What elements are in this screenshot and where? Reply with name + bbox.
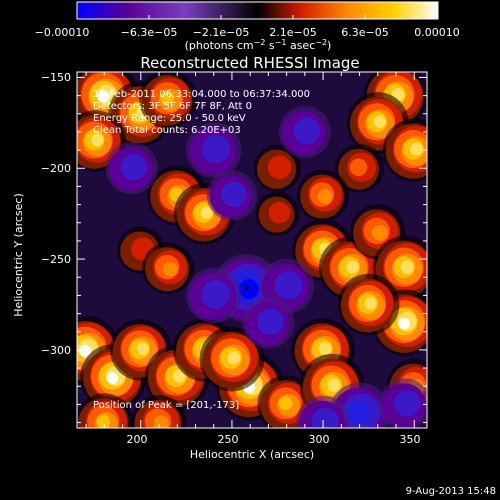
timestamp: 9-Aug-2013 15:48 bbox=[406, 486, 496, 497]
chart-title: Reconstructed RHESSI Image bbox=[140, 54, 359, 72]
emission-blob bbox=[131, 394, 187, 428]
y-tick-label: −250 bbox=[41, 253, 71, 266]
annotation-time-range: 15-Feb-2011 06:33:04.000 to 06:37:34.000 bbox=[93, 89, 310, 100]
y-axis-label: Heliocentric Y (arcsec) bbox=[12, 193, 25, 317]
y-tick-label: −300 bbox=[41, 344, 71, 357]
emission-blob bbox=[253, 144, 302, 192]
emission-blob bbox=[382, 118, 427, 182]
peak-position-label: Position of Peak = [201,-173] bbox=[93, 400, 239, 411]
negative-blob bbox=[105, 142, 158, 195]
emission-blob bbox=[372, 235, 427, 301]
colorbar-tick-label: 0.00010 bbox=[414, 26, 460, 39]
colorbar-units: (photons cm−2 s−1 asec−2) bbox=[185, 38, 332, 52]
negative-blob bbox=[278, 105, 331, 158]
colorbar-tick-label: −0.00010 bbox=[35, 26, 90, 39]
negative-blob bbox=[296, 395, 350, 428]
colorbar-tick-label: −6.3e−05 bbox=[121, 26, 178, 39]
emission-blob bbox=[337, 273, 400, 336]
negative-blob bbox=[186, 122, 242, 178]
colorbar-tick-label: 6.3e−05 bbox=[341, 26, 388, 39]
y-tick-label: −200 bbox=[41, 162, 71, 175]
x-tick-label: 250 bbox=[218, 433, 239, 446]
axis-ticks bbox=[77, 72, 427, 428]
negative-blob bbox=[242, 296, 295, 349]
colorbar-tick-label: −2.1e−05 bbox=[193, 26, 250, 39]
x-tick-label: 350 bbox=[400, 433, 421, 446]
emission-blob bbox=[297, 169, 350, 222]
peak-marker bbox=[244, 286, 249, 291]
y-tick-label: −150 bbox=[41, 71, 71, 84]
plot-frame bbox=[76, 71, 428, 429]
negative-blob bbox=[379, 378, 427, 428]
annotation-energy: Energy Range: 25.0 - 50.0 keV bbox=[93, 113, 246, 124]
x-tick-label: 200 bbox=[127, 433, 148, 446]
emission-blob bbox=[173, 182, 236, 245]
x-tick-label: 300 bbox=[309, 433, 330, 446]
emission-blob bbox=[142, 242, 195, 295]
colorbar-ticks bbox=[76, 15, 439, 19]
negative-blob bbox=[206, 170, 258, 221]
x-axis-label: Heliocentric X (arcsec) bbox=[190, 448, 314, 461]
emission-blob bbox=[77, 110, 127, 172]
heatmap-image bbox=[77, 72, 427, 428]
annotation-detectors: Detectors: 3F 5F 6F 7F 8F, Att 0 bbox=[93, 101, 252, 112]
emission-blob bbox=[199, 326, 265, 392]
emission-blob bbox=[138, 72, 198, 129]
negative-blob bbox=[186, 267, 242, 324]
emission-blob bbox=[77, 393, 134, 428]
colorbar-tick-label: 2.1e−05 bbox=[269, 26, 316, 39]
colorbar bbox=[76, 1, 439, 20]
emission-blob bbox=[335, 143, 384, 193]
emission-blob bbox=[255, 191, 300, 236]
emission-blob bbox=[80, 343, 147, 411]
annotation-counts: Clean Total counts: 6.20E+03 bbox=[93, 125, 241, 136]
